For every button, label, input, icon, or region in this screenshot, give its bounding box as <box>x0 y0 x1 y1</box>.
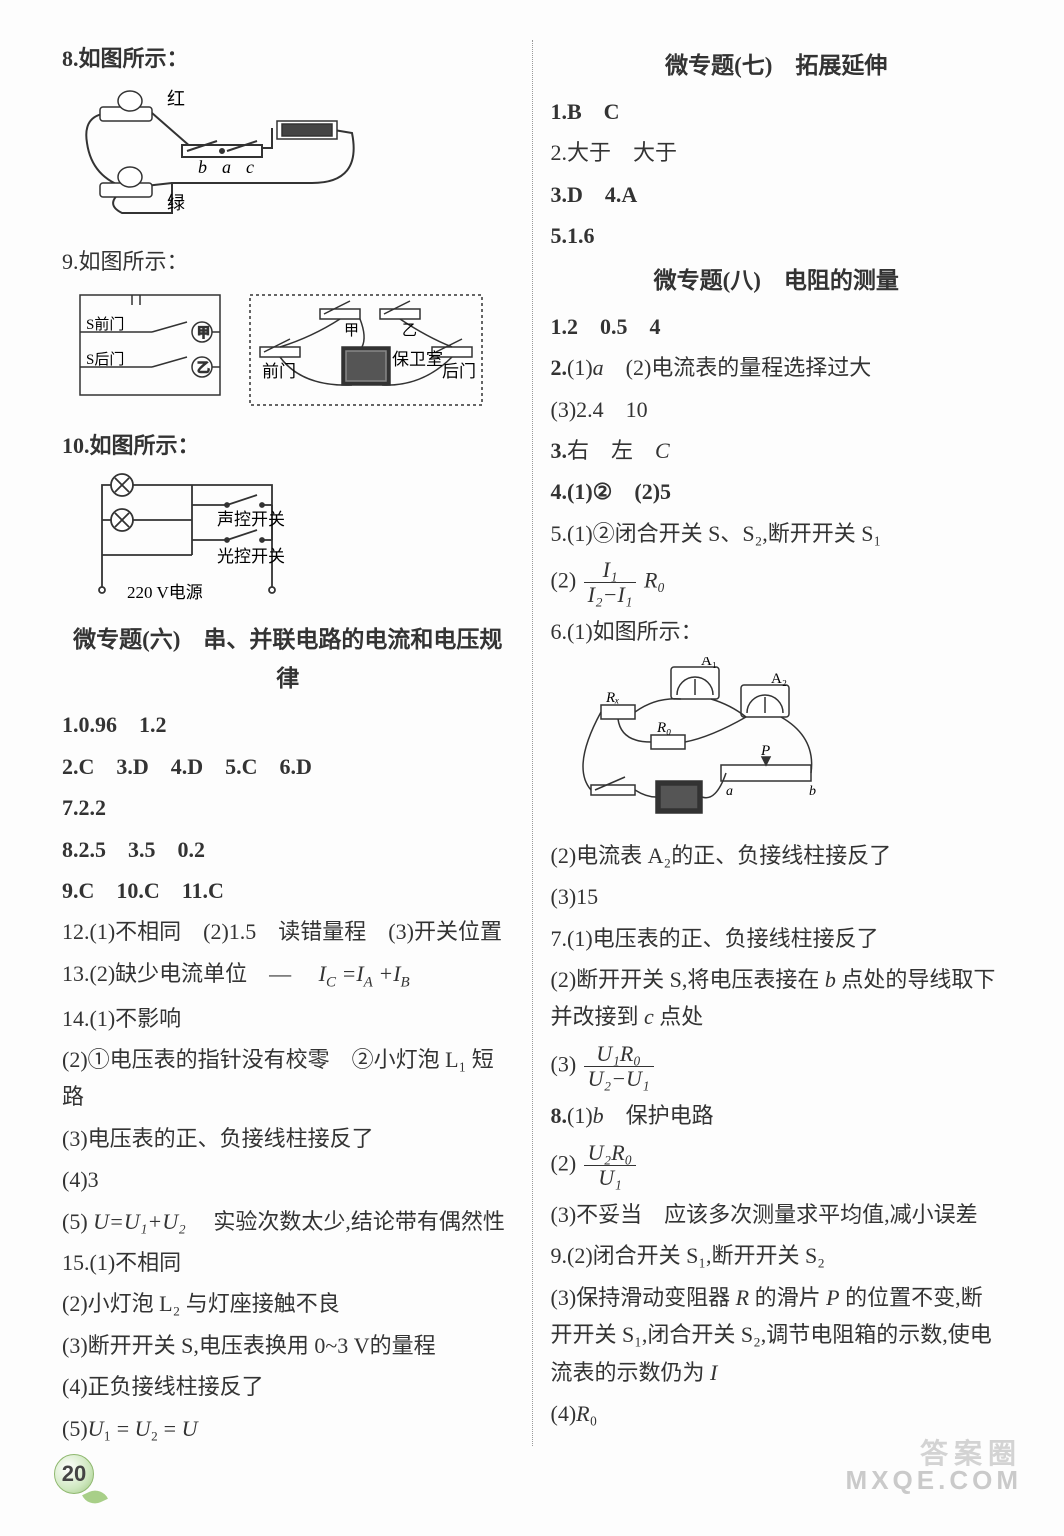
s6-a14-3: (3)电压表的正、负接线柱接反了 <box>62 1120 514 1157</box>
s8-a7-2: (2)断开开关 S,将电压表接在 b 点处的导线取下并改接到 c 点处 <box>551 961 1003 1036</box>
section8-title: 微专题(八) 电阻的测量 <box>551 261 1003 300</box>
svg-text:A₂: A₂ <box>771 671 787 687</box>
q10-label: 10.如图所示： <box>62 427 514 464</box>
s8-a7-3: (3) U₁R₀U₂−U₁ <box>551 1040 1003 1093</box>
q10-figure: 声控开关 光控开关 220 V电源 <box>72 470 514 610</box>
svg-text:220 V电源: 220 V电源 <box>127 583 203 602</box>
s8-a5-2: (2) I₁I₂−I₁ R₀ <box>551 556 1003 609</box>
svg-text:a: a <box>222 157 231 177</box>
s6-a14-2: (2)①电压表的指针没有校零 ②小灯泡 L₁ 短路 <box>62 1041 514 1116</box>
s6-a2-6: 2.C 3.D 4.D 5.C 6.D <box>62 748 514 785</box>
s8-a1: 1.2 0.5 4 <box>551 308 1003 345</box>
svg-text:光控开关: 光控开关 <box>217 547 285 566</box>
s6-a15-1: 15.(1)不相同 <box>62 1244 514 1281</box>
s8-a8-2: (2) U₂R₀U₁ <box>551 1139 1003 1192</box>
svg-text:后门: 后门 <box>442 362 476 381</box>
svg-text:S后门: S后门 <box>86 351 124 368</box>
svg-text:b: b <box>809 784 816 799</box>
svg-text:b: b <box>198 157 207 177</box>
s6-a13: 13.(2)缺少电流单位 — IC =IA +IB <box>62 955 514 996</box>
s6-a15-5: (5)(5)U₁ = U₂ = UU₁ = U₂ = U <box>62 1410 514 1447</box>
svg-text:a: a <box>726 784 733 799</box>
svg-text:绿: 绿 <box>167 193 185 213</box>
svg-text:P: P <box>760 743 770 759</box>
s8-a6-figure: A₁ A₂ Rₓ R₀ P a b <box>561 657 1003 827</box>
svg-text:c: c <box>246 157 254 177</box>
s6-a14-1: 14.(1)不影响 <box>62 1000 514 1037</box>
s6-a8: 8.2.5 3.5 0.2 <box>62 831 514 868</box>
s6-a9-11: 9.C 10.C 11.C <box>62 872 514 909</box>
s8-a7-1: 7.(1)电压表的正、负接线柱接反了 <box>551 920 1003 957</box>
svg-text:保卫室: 保卫室 <box>392 350 443 369</box>
page-number: 20 <box>54 1454 94 1494</box>
q9-label: 9.如图所示： <box>62 243 514 280</box>
svg-text:A₁: A₁ <box>701 657 717 669</box>
s7-a1: 1.B C <box>551 93 1003 130</box>
s8-a3: 3.右 左 C <box>551 432 1003 469</box>
s8-a6-2: (2)电流表 A₂的正、负接线柱接反了 <box>551 837 1003 874</box>
s6-a1: 1.0.96 1.2 <box>62 706 514 743</box>
svg-text:Rₓ: Rₓ <box>605 690 619 706</box>
s7-a2: 2.大于 大于 <box>551 134 1003 171</box>
section7-title: 微专题(七) 拓展延伸 <box>551 46 1003 85</box>
s8-a4: 4.(1)② (2)5 <box>551 473 1003 510</box>
s6-a15-4: (4)正负接线柱接反了 <box>62 1368 514 1405</box>
section6-title: 微专题(六) 串、并联电路的电流和电压规律 <box>62 620 514 698</box>
s6-a14-4: (4)3 <box>62 1161 514 1198</box>
s8-a9-3: (3)保持滑动变阻器 R 的滑片 P 的位置不变,断开开关 S₁,闭合开关 S₂… <box>551 1279 1003 1391</box>
s7-a34: 3.D 4.A <box>551 176 1003 213</box>
svg-text:红: 红 <box>167 89 185 109</box>
a13-pre: 13.(2)缺少电流单位 — <box>62 961 313 986</box>
q8-figure: 红 绿 b a c <box>72 83 514 233</box>
svg-text:前门: 前门 <box>262 362 296 381</box>
s8-a5-1: 5.(1)②闭合开关 S、S₂,断开开关 S₁ <box>551 515 1003 552</box>
s8-a6-1: 6.(1)如图所示： <box>551 613 1003 650</box>
page-number-badge: 20 <box>54 1454 102 1502</box>
s6-a15-2: (2)小灯泡 L₂ 与灯座接触不良 <box>62 1285 514 1322</box>
s6-a15-3: (3)断开开关 S,电压表换用 0~3 V的量程 <box>62 1327 514 1364</box>
s8-a2b: (3)2.4 10 <box>551 391 1003 428</box>
right-column: 微专题(七) 拓展延伸 1.B C 2.大于 大于 3.D 4.A 5.1.6 … <box>533 40 1015 1446</box>
s6-a14-5: (5) U=U₁+U₂ 实验次数太少,结论带有偶然性 <box>62 1203 514 1240</box>
svg-text:S前门: S前门 <box>86 316 124 333</box>
q8-label: 8.如图所示： <box>62 40 514 77</box>
svg-text:甲: 甲 <box>344 323 359 339</box>
s8-a9-4: (4)R₀ <box>551 1395 1003 1432</box>
q9-figure: 甲 乙 S前门 S后门 <box>72 287 514 417</box>
svg-text:甲: 甲 <box>197 325 210 340</box>
s8-a6-3: (3)15 <box>551 878 1003 915</box>
s8-a8-3: (3)不妥当 应该多次测量求平均值,减小误差 <box>551 1196 1003 1233</box>
watermark: 答案圈 MXQE.COM <box>846 1458 1022 1502</box>
s6-a7: 7.2.2 <box>62 789 514 826</box>
s8-a2a: 2.(1)a (2)电流表的量程选择过大 <box>551 349 1003 386</box>
svg-text:乙: 乙 <box>402 323 417 339</box>
watermark-cn: 答案圈 <box>920 1430 1022 1478</box>
svg-text:乙: 乙 <box>197 360 210 375</box>
left-column: 8.如图所示： <box>50 40 533 1446</box>
s8-a9-2: 9.(2)闭合开关 S₁,断开开关 S₂ <box>551 1237 1003 1274</box>
s7-a5: 5.1.6 <box>551 217 1003 254</box>
svg-text:声控开关: 声控开关 <box>217 510 285 529</box>
s8-a8-1: 8.(1)b 保护电路 <box>551 1097 1003 1134</box>
svg-text:R₀: R₀ <box>656 720 671 736</box>
s6-a12: 12.(1)不相同 (2)1.5 读错量程 (3)开关位置 <box>62 913 514 950</box>
